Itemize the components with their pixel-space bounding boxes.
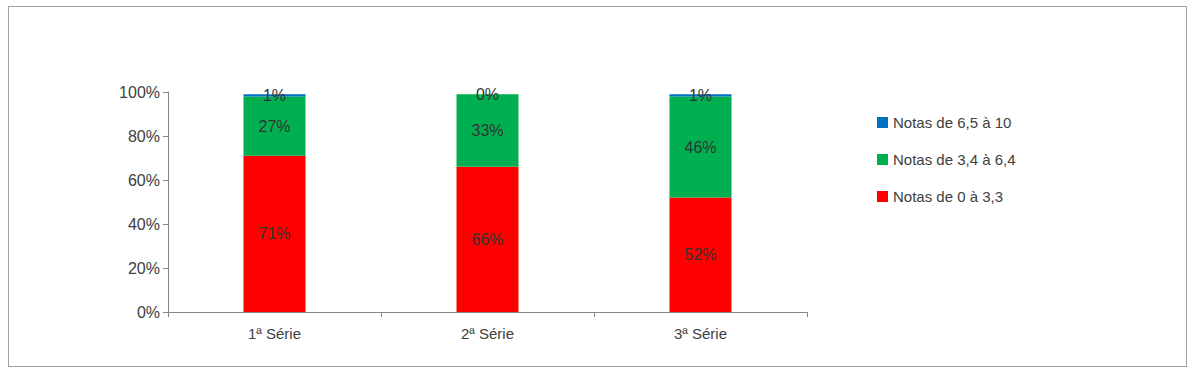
svg-text:1%: 1% — [689, 87, 712, 104]
svg-text:27%: 27% — [258, 118, 290, 135]
svg-text:60%: 60% — [128, 172, 160, 189]
svg-text:2ª Série: 2ª Série — [461, 325, 514, 342]
svg-text:0%: 0% — [137, 304, 160, 321]
svg-text:80%: 80% — [128, 128, 160, 145]
svg-text:20%: 20% — [128, 260, 160, 277]
svg-text:Notas de 6,5 à 10: Notas de 6,5 à 10 — [893, 114, 1011, 131]
svg-text:0%: 0% — [476, 86, 499, 103]
svg-text:100%: 100% — [119, 84, 160, 101]
svg-text:33%: 33% — [471, 122, 503, 139]
svg-text:71%: 71% — [258, 225, 290, 242]
svg-text:3ª Série: 3ª Série — [674, 325, 727, 342]
svg-text:Notas de 0 à 3,3: Notas de 0 à 3,3 — [893, 188, 1003, 205]
svg-text:Notas de 3,4 à 6,4: Notas de 3,4 à 6,4 — [893, 151, 1016, 168]
svg-text:1%: 1% — [263, 87, 286, 104]
svg-text:52%: 52% — [684, 246, 716, 263]
svg-text:66%: 66% — [471, 231, 503, 248]
svg-text:1ª Série: 1ª Série — [248, 325, 301, 342]
svg-text:46%: 46% — [684, 139, 716, 156]
svg-text:40%: 40% — [128, 216, 160, 233]
